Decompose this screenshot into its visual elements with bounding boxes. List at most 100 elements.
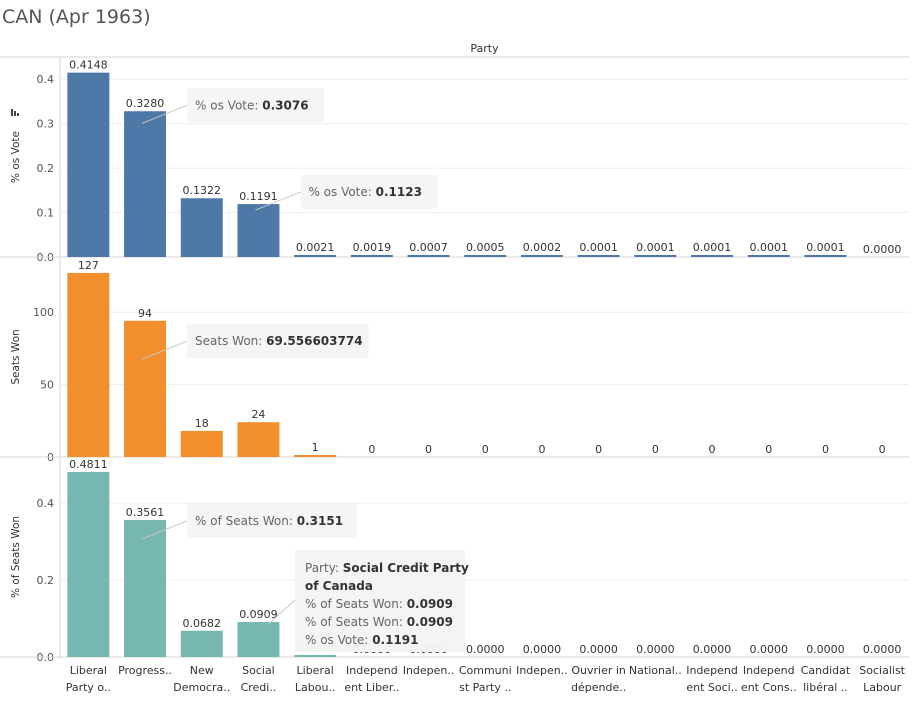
y-axis-title: % of Seats Won [10, 516, 22, 598]
data-label: 0 [822, 443, 829, 456]
x-tick-label: libéral .. [803, 681, 848, 694]
bar [691, 255, 734, 257]
bar [747, 255, 790, 257]
data-label: 0.0000 [523, 643, 562, 656]
tooltip-box [295, 550, 465, 652]
y-tick-label: 0.1 [37, 207, 55, 220]
data-label: 0 [538, 443, 545, 456]
y-tick-label: 50 [40, 379, 54, 392]
annotation-text: % of Seats Won: 0.3151 [195, 514, 343, 528]
bar [124, 320, 167, 457]
bar [180, 198, 223, 257]
data-label: 0.3561 [126, 506, 165, 519]
data-label: 94 [138, 307, 152, 320]
data-label: 0 [879, 443, 886, 456]
bar [124, 111, 167, 257]
tooltip-line: % os Vote: 0.1191 [305, 633, 419, 647]
data-label: 0.0000 [863, 243, 902, 256]
x-tick-label: Independ [686, 664, 738, 677]
x-tick-label: Liberal [70, 664, 107, 677]
bar [520, 255, 563, 257]
x-tick-label: Credi.. [241, 681, 277, 694]
x-tick-label: Indepen.. [403, 664, 455, 677]
data-label: 0.0007 [409, 241, 448, 254]
data-label: 0.1191 [239, 190, 278, 203]
bar [634, 255, 677, 257]
data-label: 0.0000 [466, 643, 505, 656]
y-axis-title: Seats Won [10, 329, 22, 384]
data-label: 0 [482, 443, 489, 456]
data-label: 24 [251, 408, 265, 421]
data-label: 0.4148 [69, 59, 108, 72]
bar [237, 422, 280, 457]
tooltip-line: % of Seats Won: 0.0909 [305, 597, 453, 611]
bar [464, 255, 507, 257]
x-tick-label: Independ [346, 664, 398, 677]
annotation-leader [141, 520, 188, 540]
x-tick-label: National.. [629, 664, 682, 677]
y-tick-label: 0.3 [37, 118, 55, 131]
annotation-box [187, 324, 369, 359]
data-label: 0.0005 [466, 241, 505, 254]
data-label: 0.0000 [579, 643, 618, 656]
data-label: 0 [425, 443, 432, 456]
data-label: 0.0001 [636, 241, 675, 254]
data-label: 0.0001 [806, 241, 845, 254]
page-title: CAN (Apr 1963) [2, 6, 151, 28]
annotation-box [187, 503, 358, 538]
sort-icon [17, 113, 19, 116]
x-tick-label: Indepen.. [516, 664, 568, 677]
x-tick-label: New [190, 664, 214, 677]
x-tick-label: Independ [743, 664, 795, 677]
data-label: 0.0001 [750, 241, 789, 254]
bar [804, 255, 847, 257]
x-tick-label: Labou.. [295, 681, 336, 694]
data-label: 0.0682 [183, 617, 222, 630]
x-tick-label: dépende.. [571, 681, 626, 694]
x-tick-label: Liberal [297, 664, 334, 677]
x-tick-label: Labour [863, 681, 902, 694]
bar [237, 204, 280, 257]
data-label: 0.0021 [296, 241, 335, 254]
data-label: 0.3280 [126, 97, 165, 110]
x-tick-label: Progress.. [118, 664, 172, 677]
x-tick-label: Candidat [801, 664, 851, 677]
y-tick-label: 0.2 [37, 162, 55, 175]
data-label: 0.0001 [693, 241, 732, 254]
bar [180, 430, 223, 457]
x-tick-label: ent Liber.. [344, 681, 399, 694]
data-label: 0.0002 [523, 241, 562, 254]
x-tick-label: st Party .. [459, 681, 511, 694]
data-label: 0.0909 [239, 608, 278, 621]
bar [67, 72, 110, 258]
bar [67, 471, 110, 657]
data-label: 0 [595, 443, 602, 456]
data-label: 0 [709, 443, 716, 456]
data-label: 0.0000 [806, 643, 845, 656]
panel-3: 0.00.20.4% of Seats Won0.48110.35610.068… [0, 458, 909, 664]
panel-1: 0.00.10.20.30.4% os Vote0.41480.32800.13… [0, 59, 909, 264]
bar [350, 255, 393, 257]
bar [294, 455, 337, 457]
column-header: Party [470, 42, 499, 55]
x-tick-label: Communi [459, 664, 512, 677]
annotation-text: % os Vote: 0.3076 [195, 98, 309, 112]
data-label: 0 [765, 443, 772, 456]
bar [124, 520, 167, 657]
y-tick-label: 100 [33, 306, 54, 319]
x-tick-label: ent Cons.. [741, 681, 797, 694]
annotation-text: Seats Won: 69.556603774 [195, 334, 362, 348]
bar [294, 255, 337, 257]
tooltip-leader [268, 599, 296, 625]
y-tick-label: 0.4 [37, 73, 55, 86]
annotation-box [300, 175, 438, 210]
y-tick-label: 0.4 [37, 497, 55, 510]
annotation-leader [141, 104, 188, 124]
x-tick-label: Party o.. [66, 681, 111, 694]
tooltip-line: % of Seats Won: 0.0909 [305, 615, 453, 629]
annotation-leader [141, 340, 188, 360]
bar [577, 255, 620, 257]
y-tick-label: 0.2 [37, 574, 55, 587]
annotation-leader [255, 191, 301, 211]
tooltip-line: of Canada [305, 579, 373, 593]
